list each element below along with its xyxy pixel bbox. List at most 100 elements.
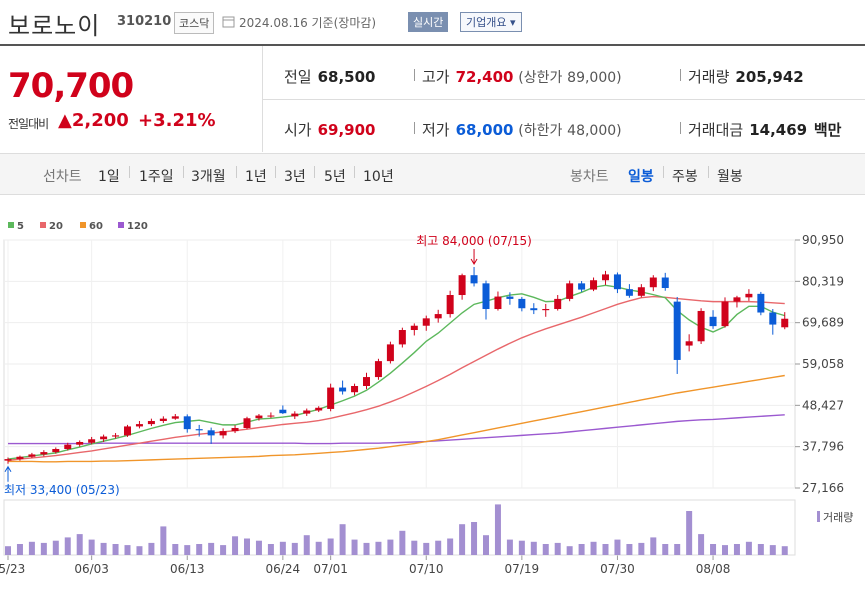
period-1d[interactable]: 1일 <box>98 169 120 185</box>
candle-body <box>649 277 657 288</box>
volume-bar <box>722 545 728 555</box>
period-3m[interactable]: 3개월 <box>191 169 226 185</box>
volume-bar <box>435 540 442 555</box>
candle-body <box>100 436 108 440</box>
x-tick-label: 07/30 <box>600 562 635 576</box>
volume-bar <box>757 544 764 555</box>
candle-body <box>613 274 621 290</box>
candle-body <box>458 275 466 296</box>
change-percent: +3.21% <box>138 110 216 131</box>
candle-body <box>697 310 705 342</box>
period-1y[interactable]: 1년 <box>245 169 267 185</box>
candle-body <box>494 296 502 310</box>
y-tick-label: 80,319 <box>802 274 844 288</box>
candle-chart-label: 봉차트 <box>570 169 609 185</box>
volume-bar <box>674 544 681 555</box>
volume-bar <box>530 541 537 555</box>
x-tick-label: 07/01 <box>313 562 348 576</box>
market-badge: 코스닥 <box>174 12 215 34</box>
volume-bar <box>566 546 573 555</box>
candle-body <box>171 416 179 419</box>
legend-ma20: 20 <box>40 221 63 232</box>
volume-bar <box>590 541 597 555</box>
candle-body <box>279 409 287 414</box>
volume-bar <box>244 538 250 555</box>
divider <box>680 69 681 81</box>
volume-bar <box>506 539 513 555</box>
change-label: 전일대비 <box>8 117 49 131</box>
divider <box>414 122 415 134</box>
candle-daily[interactable]: 일봉 <box>628 169 654 185</box>
candle-weekly[interactable]: 주봉 <box>672 169 698 185</box>
candle-body <box>386 344 394 362</box>
candle-body <box>422 318 430 326</box>
volume-bar <box>578 544 585 555</box>
candle-body <box>446 295 454 315</box>
candle-body <box>124 426 131 436</box>
candle-body <box>745 293 753 298</box>
volume-bar <box>255 540 262 555</box>
candle-body <box>28 454 36 457</box>
candle-body <box>112 435 120 437</box>
candle-body <box>590 280 598 290</box>
volume-bar <box>494 504 501 555</box>
high-arrow-icon <box>470 249 478 265</box>
volume-bar <box>220 545 227 555</box>
candle-body <box>76 441 84 445</box>
volume-bar <box>339 524 346 555</box>
candle-body <box>673 301 681 360</box>
divider <box>414 69 415 81</box>
candle-body <box>363 377 370 386</box>
candle-body <box>40 452 48 455</box>
x-tick-label: 07/10 <box>409 562 444 576</box>
x-tick-label: 06/24 <box>266 562 301 576</box>
ma60-line <box>8 374 785 463</box>
company-overview-dropdown[interactable]: 기업개요 ▾ <box>460 12 522 32</box>
y-tick-label: 48,427 <box>802 398 844 412</box>
period-1w[interactable]: 1주일 <box>139 169 174 185</box>
volume-bar <box>399 530 406 555</box>
volume-bar <box>614 539 621 555</box>
candle-body <box>709 316 717 327</box>
candle-body <box>506 296 514 299</box>
candle-body <box>685 341 693 346</box>
period-10y[interactable]: 10년 <box>363 169 394 185</box>
current-price: 70,700 <box>8 66 134 106</box>
candle-body <box>374 361 382 378</box>
volume-legend-label: 거래량 <box>823 511 853 524</box>
volume-bar <box>387 539 394 555</box>
volume-bar <box>184 545 191 555</box>
candle-body <box>16 456 24 460</box>
candle-body <box>410 325 418 331</box>
period-3y[interactable]: 3년 <box>284 169 306 185</box>
volume-bar <box>459 524 466 555</box>
y-tick-label: 27,166 <box>802 481 844 495</box>
candle-body <box>159 418 167 421</box>
x-tick-label: 08/08 <box>696 562 731 576</box>
y-tick-label: 90,950 <box>802 233 844 247</box>
candle-body <box>566 283 574 299</box>
candle-body <box>147 420 155 425</box>
low-annotation: 최저 33,400 (05/23) <box>4 483 120 497</box>
candle-body <box>554 298 562 310</box>
volume-legend-swatch <box>817 511 820 522</box>
volume-bar <box>327 538 334 555</box>
high-annotation: 최고 84,000 (07/15) <box>416 234 532 248</box>
volume-bar <box>100 542 107 555</box>
candle-body <box>52 448 60 453</box>
volume-bar <box>351 539 358 555</box>
candle-body <box>661 277 669 289</box>
change-amount: ▲2,200 <box>58 110 129 131</box>
candle-body <box>398 330 406 345</box>
volume-bar <box>196 544 203 555</box>
candle-body <box>303 410 311 414</box>
period-5y[interactable]: 5년 <box>324 169 346 185</box>
calendar-icon <box>222 16 235 28</box>
realtime-button[interactable]: 실시간 <box>408 12 449 32</box>
stat-high: 고가 72,400 (상한가 89,000) <box>422 68 622 86</box>
candle-body <box>135 424 143 427</box>
volume-bar <box>76 534 83 555</box>
candle-body <box>721 301 729 327</box>
candle-monthly[interactable]: 월봉 <box>717 169 743 185</box>
low-arrow-icon <box>4 465 12 482</box>
